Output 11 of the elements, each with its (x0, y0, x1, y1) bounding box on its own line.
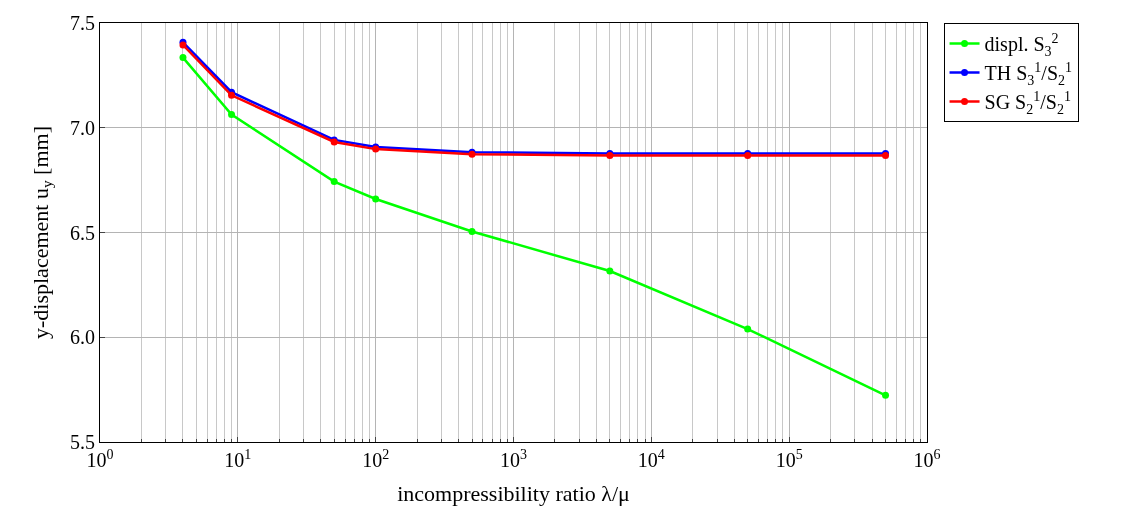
y-tick-label: 6.5 (70, 221, 95, 244)
x-axis-title: incompressibility ratio λ/μ (397, 480, 630, 506)
y-tick-label: 7.5 (70, 12, 95, 34)
x-tick-label: 10$^{6}$ (913, 446, 941, 471)
x-tick-label: 10$^{5}$ (775, 446, 803, 471)
x-tick-label: 10$^{4}$ (637, 446, 665, 471)
y-tick-label: 7.0 (70, 116, 95, 139)
x-tick-label: 10$^{2}$ (362, 446, 390, 471)
y-tick-label: 6.0 (70, 326, 95, 349)
x-tick-label: 10$^{3}$ (500, 446, 527, 471)
x-tick-label: 10$^{1}$ (224, 446, 252, 471)
